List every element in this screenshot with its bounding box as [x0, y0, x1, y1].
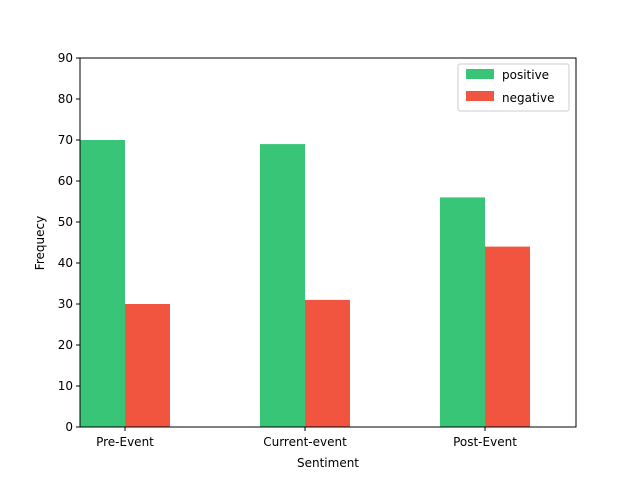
x-tick-label: Current-event: [263, 435, 347, 449]
y-tick-label: 30: [58, 297, 73, 311]
ticks-layer: 0 10 20 30 40 50 60 70 80 90 Pre-Event Current-even…: [58, 51, 517, 449]
y-tick-label: 10: [58, 379, 73, 393]
x-tick-label: Pre-Event: [96, 435, 154, 449]
x-axis-label: Sentiment: [297, 456, 359, 470]
legend-label-positive: positive: [502, 68, 549, 82]
axes-layer: [79, 57, 577, 428]
y-tick-label: 80: [58, 92, 73, 106]
bar-negative-current-event: [305, 299, 350, 427]
y-tick-label: 20: [58, 338, 73, 352]
y-axis-label: Frequecy: [33, 216, 47, 270]
y-tick-label: 70: [58, 133, 73, 147]
x-tick-label: Post-Event: [453, 435, 517, 449]
plot-frame: [79, 57, 577, 428]
y-tick-label: 50: [58, 215, 73, 229]
bar-positive-pre-event: [80, 140, 125, 427]
legend-label-negative: negative: [502, 91, 554, 105]
bars-layer: [80, 140, 530, 427]
legend-swatch-negative: [466, 91, 494, 101]
legend-swatch-positive: [466, 69, 494, 79]
bar-positive-current-event: [260, 144, 305, 427]
y-tick-label: 90: [58, 51, 73, 65]
y-tick-label: 0: [65, 420, 73, 434]
bar-negative-post-event: [485, 246, 530, 427]
legend: positive negative: [457, 63, 570, 112]
bar-negative-pre-event: [125, 304, 170, 427]
y-tick-label: 60: [58, 174, 73, 188]
bar-positive-post-event: [440, 197, 485, 427]
y-tick-label: 40: [58, 256, 73, 270]
